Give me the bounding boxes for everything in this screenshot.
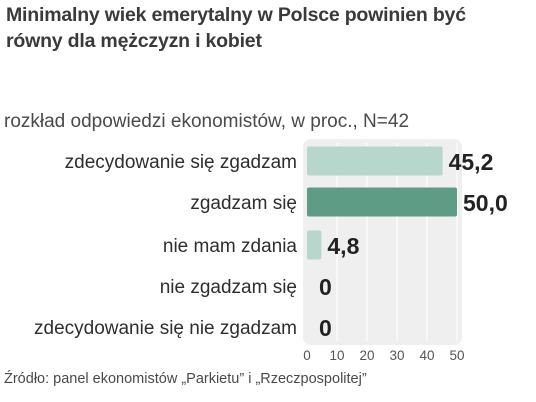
chart-subtitle: rozkład odpowiedzi ekonomistów, w proc.,… xyxy=(4,111,410,132)
category-label: zdecydowanie się nie zgadzam xyxy=(34,318,297,339)
value-label: 50,0 xyxy=(463,190,508,216)
category-label: zdecydowanie się zgadzam xyxy=(65,152,297,173)
value-label: 45,2 xyxy=(449,149,494,175)
source-note: Źródło: panel ekonomistów „Parkietu” i „… xyxy=(4,371,367,387)
x-tick-label: 10 xyxy=(329,348,344,363)
chart-title: Minimalny wiek emerytalny w Polsce powin… xyxy=(6,4,466,52)
bar xyxy=(307,146,443,176)
x-tick-label: 40 xyxy=(419,348,434,363)
x-tick-label: 0 xyxy=(303,348,311,363)
category-label: nie mam zdania xyxy=(163,236,298,257)
category-label: zgadzam się xyxy=(190,193,297,214)
bar xyxy=(307,187,457,217)
category-label: nie zgadzam się xyxy=(160,277,297,298)
bar xyxy=(307,230,322,260)
value-label: 0 xyxy=(319,274,332,300)
x-tick-label: 20 xyxy=(359,348,374,363)
value-label: 4,8 xyxy=(327,233,359,259)
x-tick-label: 30 xyxy=(389,348,404,363)
x-tick-label: 50 xyxy=(449,348,464,363)
value-label: 0 xyxy=(319,315,332,341)
